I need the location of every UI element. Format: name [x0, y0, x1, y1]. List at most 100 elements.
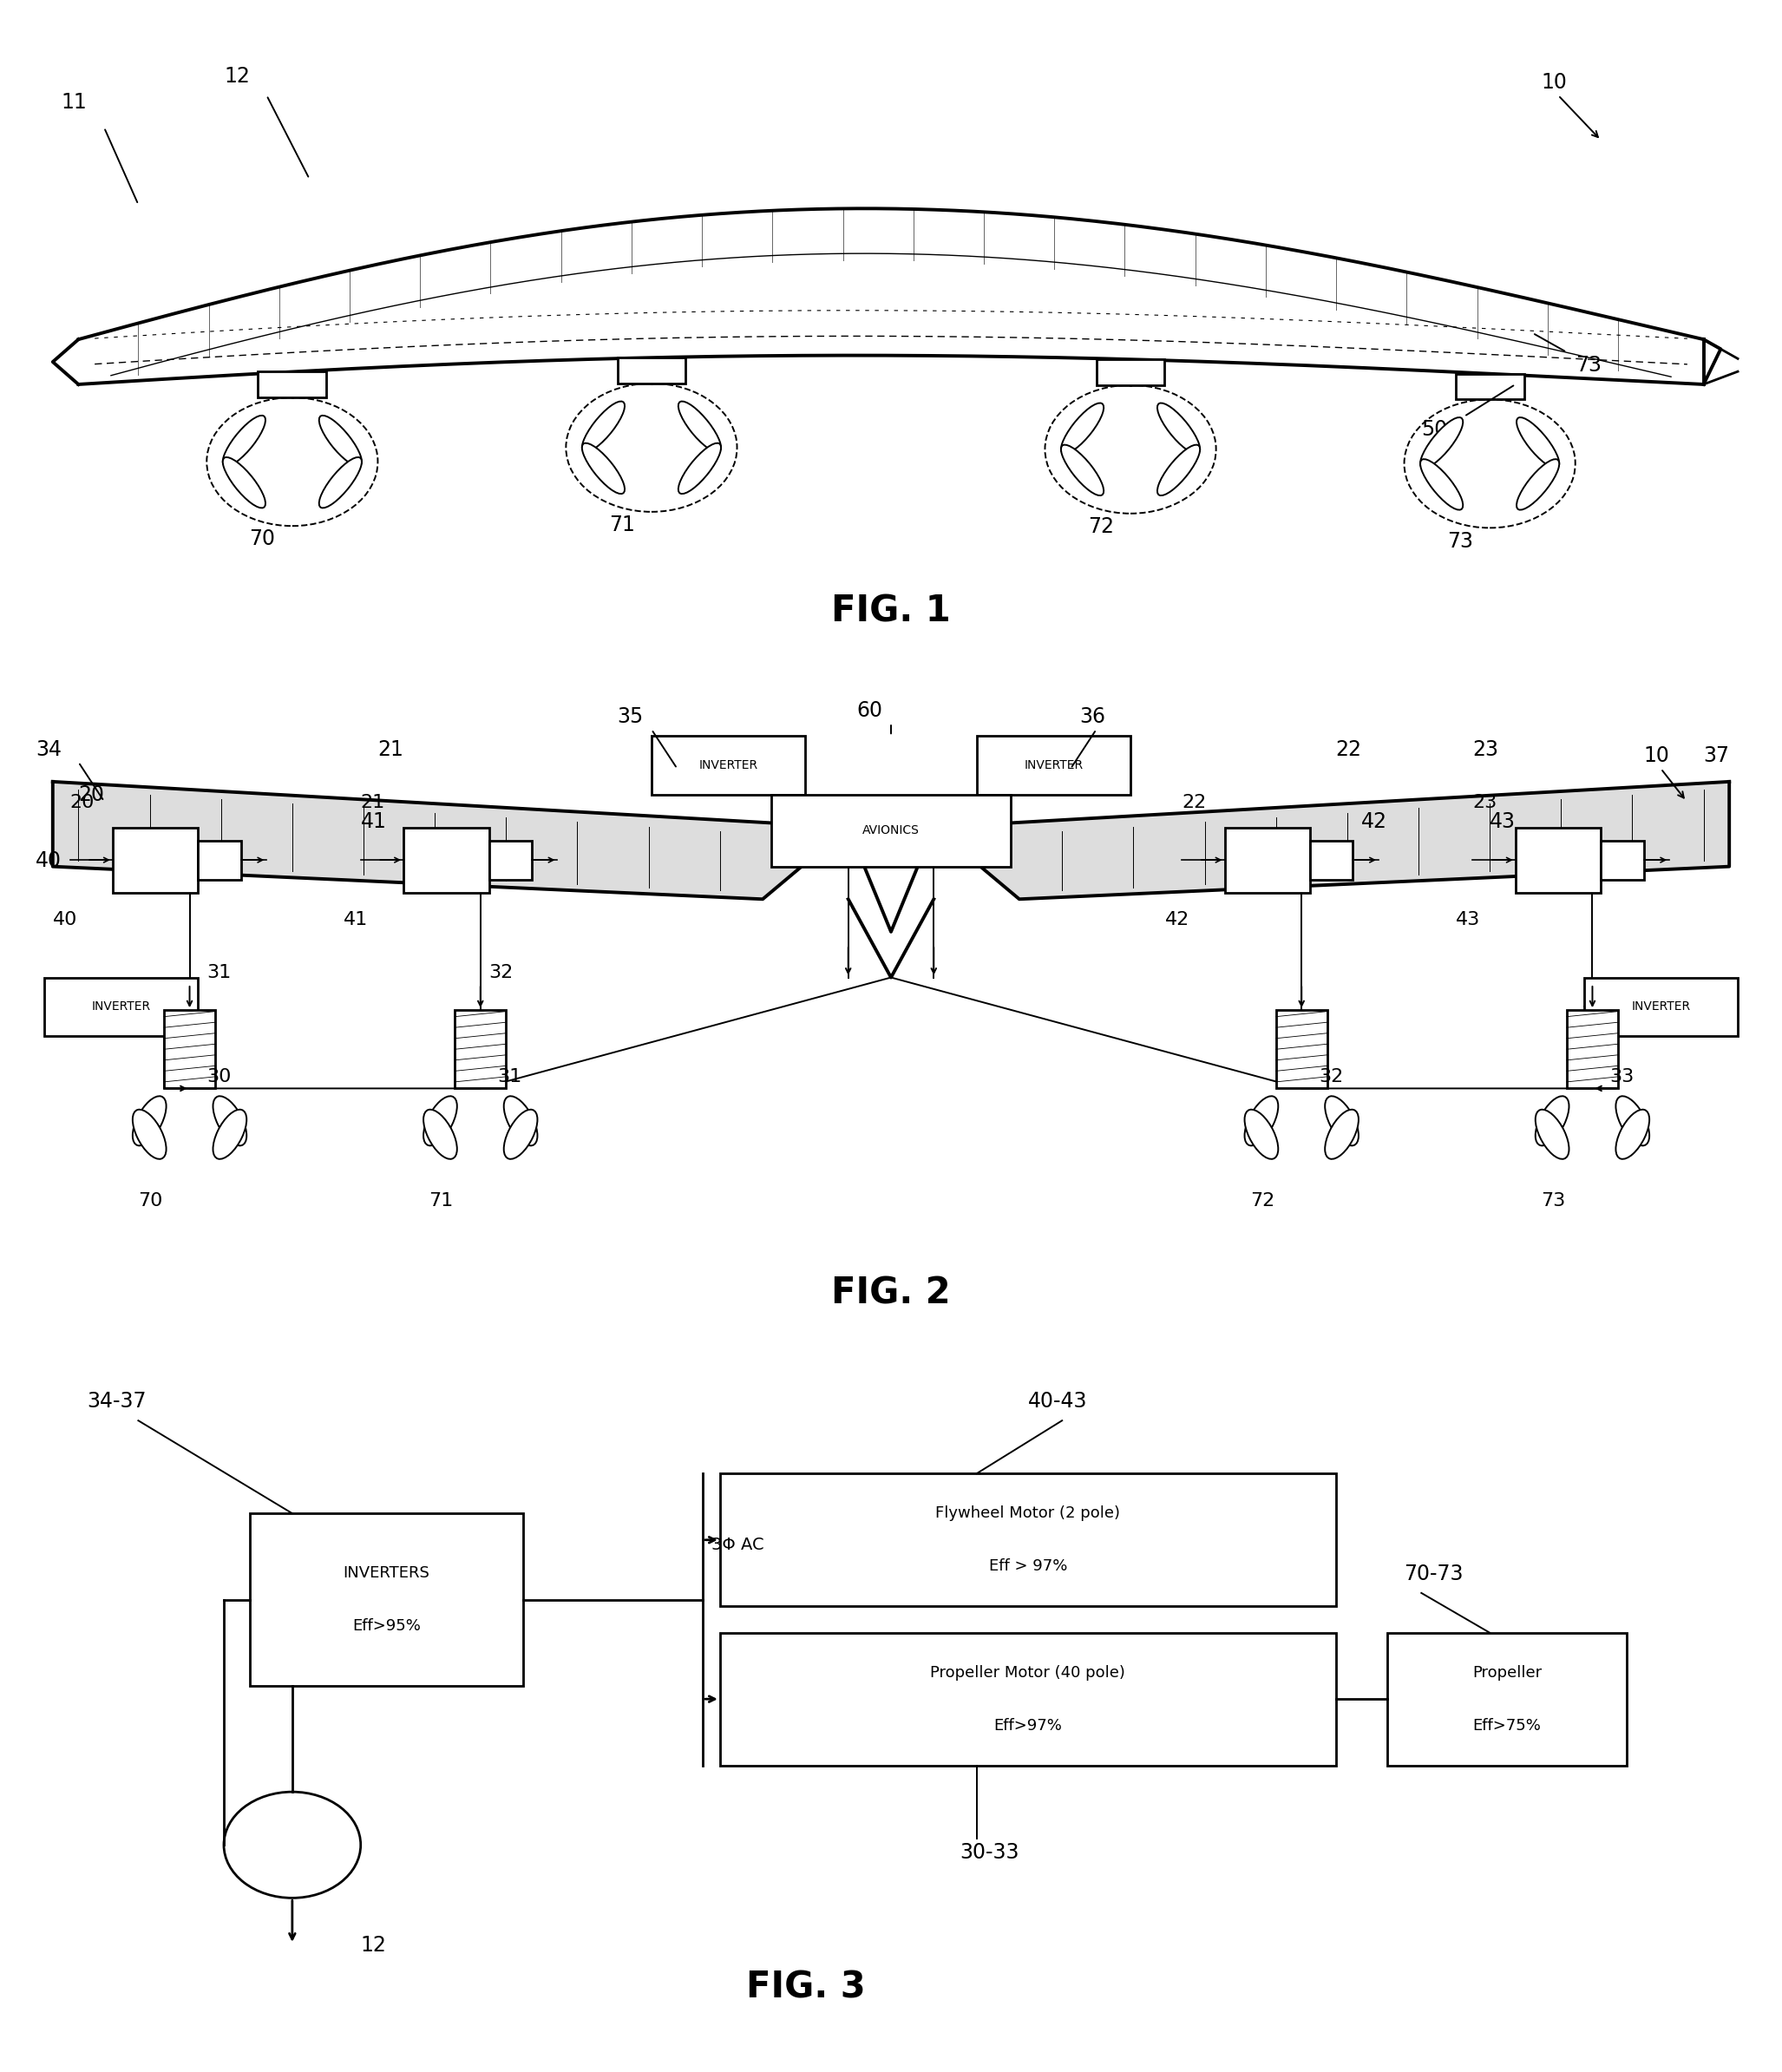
Text: 11: 11 [61, 91, 87, 112]
Bar [652, 736, 805, 796]
Text: 30-33: 30-33 [959, 1842, 1019, 1863]
Text: 31: 31 [497, 1067, 522, 1086]
Bar [403, 827, 488, 893]
Text: 71: 71 [609, 514, 634, 535]
Bar [1386, 1633, 1627, 1765]
Ellipse shape [319, 416, 362, 466]
Polygon shape [934, 781, 1729, 899]
Text: Eff > 97%: Eff > 97% [989, 1558, 1067, 1575]
Bar [488, 841, 531, 881]
Ellipse shape [1244, 1109, 1278, 1158]
Text: 40-43: 40-43 [1028, 1390, 1087, 1411]
Text: 20: 20 [69, 794, 94, 812]
Text: 72: 72 [1087, 516, 1114, 537]
Ellipse shape [1616, 1096, 1650, 1146]
Text: Propeller Motor (40 pole): Propeller Motor (40 pole) [930, 1664, 1126, 1680]
Text: 70: 70 [139, 1191, 162, 1210]
Ellipse shape [583, 402, 625, 452]
Text: 32: 32 [1319, 1067, 1344, 1086]
Bar [1224, 827, 1310, 893]
Text: 50: 50 [1422, 419, 1447, 439]
Ellipse shape [223, 416, 266, 466]
Ellipse shape [214, 1096, 246, 1146]
Text: 73: 73 [1575, 354, 1602, 375]
Ellipse shape [583, 443, 625, 493]
Ellipse shape [1157, 404, 1199, 454]
Text: 36: 36 [1080, 707, 1105, 727]
Bar [45, 978, 198, 1036]
Text: Eff>95%: Eff>95% [353, 1618, 421, 1635]
Text: 23: 23 [1472, 794, 1497, 812]
Ellipse shape [1616, 1109, 1650, 1158]
Text: Eff>97%: Eff>97% [994, 1718, 1062, 1734]
Text: 10: 10 [1541, 73, 1566, 93]
Bar [198, 841, 241, 881]
Text: 40: 40 [53, 912, 77, 928]
Text: 30: 30 [207, 1067, 232, 1086]
Text: 35: 35 [617, 707, 643, 727]
Text: 33: 33 [1609, 1067, 1634, 1086]
Text: 71: 71 [429, 1191, 454, 1210]
Ellipse shape [1157, 445, 1199, 495]
Ellipse shape [1536, 1096, 1568, 1146]
Bar [1096, 358, 1165, 385]
Ellipse shape [1060, 445, 1103, 495]
Ellipse shape [679, 402, 722, 452]
Text: INVERTER: INVERTER [1025, 758, 1083, 771]
Text: 34-37: 34-37 [87, 1390, 146, 1411]
Text: INVERTER: INVERTER [699, 758, 757, 771]
Bar [1515, 827, 1600, 893]
Ellipse shape [504, 1109, 538, 1158]
Text: 70: 70 [249, 528, 276, 549]
Bar [454, 1011, 506, 1088]
Text: 37: 37 [1704, 746, 1730, 767]
Text: 42: 42 [1361, 810, 1388, 831]
Bar [1310, 841, 1353, 881]
Text: 41: 41 [360, 810, 387, 831]
Text: 3Φ AC: 3Φ AC [711, 1537, 764, 1554]
Ellipse shape [1516, 416, 1559, 468]
Text: 10: 10 [1643, 746, 1670, 767]
Text: INVERTER: INVERTER [91, 1001, 151, 1013]
Bar [720, 1633, 1336, 1765]
Text: 21: 21 [378, 740, 405, 760]
Text: 12: 12 [360, 1935, 387, 1956]
Ellipse shape [132, 1096, 166, 1146]
Ellipse shape [1060, 404, 1103, 454]
Ellipse shape [679, 443, 722, 493]
Ellipse shape [319, 458, 362, 508]
Bar [1456, 373, 1524, 400]
Bar [1276, 1011, 1328, 1088]
Text: 22: 22 [1181, 794, 1206, 812]
Text: 23: 23 [1472, 740, 1499, 760]
Ellipse shape [1420, 416, 1463, 468]
Ellipse shape [214, 1109, 246, 1158]
Ellipse shape [504, 1096, 538, 1146]
Ellipse shape [223, 458, 266, 508]
Ellipse shape [1326, 1096, 1358, 1146]
Text: 21: 21 [360, 794, 385, 812]
Text: 43: 43 [1490, 810, 1516, 831]
Text: 20: 20 [78, 785, 105, 806]
Ellipse shape [424, 1096, 456, 1146]
Text: Propeller: Propeller [1472, 1664, 1541, 1680]
Bar [249, 1513, 524, 1687]
Ellipse shape [1516, 460, 1559, 510]
Text: 40: 40 [36, 850, 62, 870]
Text: 43: 43 [1456, 912, 1481, 928]
Bar [258, 371, 326, 398]
Bar [164, 1011, 216, 1088]
Text: FIG. 1: FIG. 1 [830, 593, 952, 630]
Bar [1584, 978, 1737, 1036]
Text: INVERTER: INVERTER [1631, 1001, 1691, 1013]
Text: 73: 73 [1447, 530, 1474, 551]
Ellipse shape [1420, 460, 1463, 510]
Bar [720, 1473, 1336, 1606]
Bar [1566, 1011, 1618, 1088]
Text: Flywheel Motor (2 pole): Flywheel Motor (2 pole) [936, 1506, 1121, 1521]
Text: 70-73: 70-73 [1404, 1562, 1463, 1583]
Text: 34: 34 [36, 740, 62, 760]
Text: 60: 60 [857, 700, 882, 721]
Polygon shape [53, 781, 848, 899]
Text: 41: 41 [344, 912, 369, 928]
